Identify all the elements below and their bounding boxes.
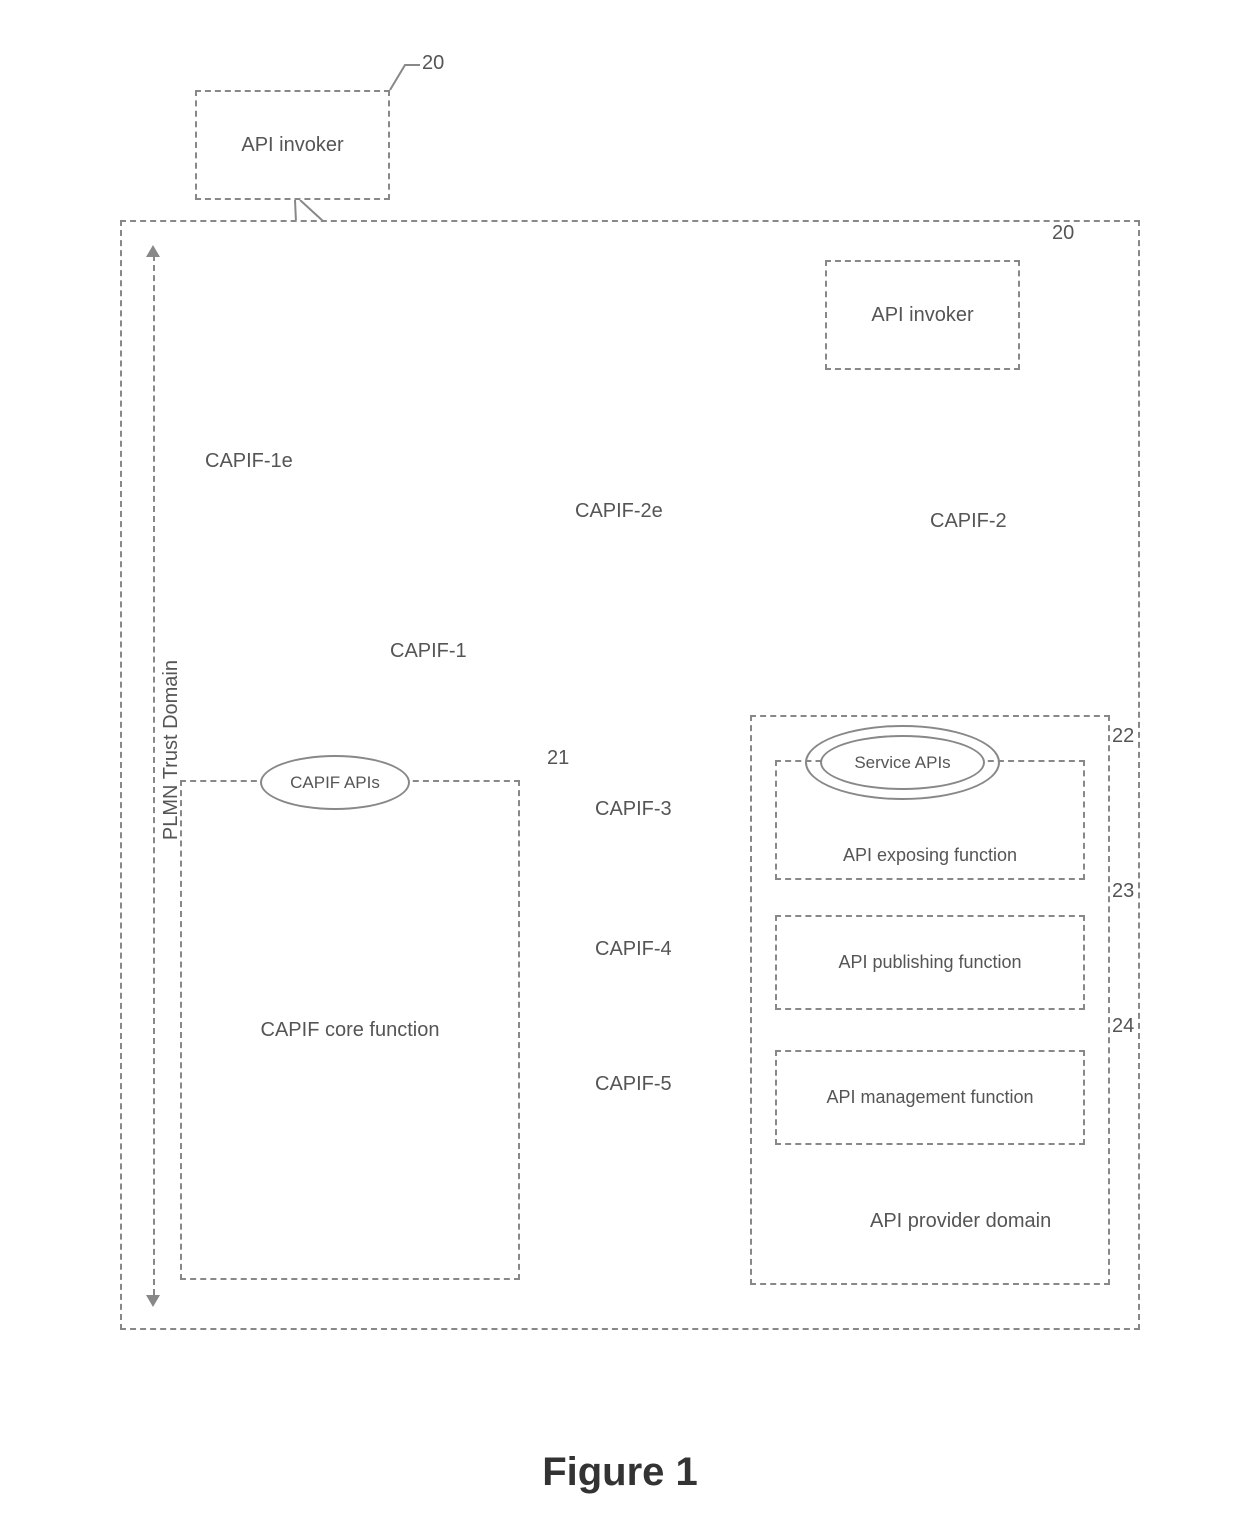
capif-4-label: CAPIF-4 bbox=[595, 938, 672, 961]
figure-caption: Figure 1 bbox=[20, 1450, 1220, 1495]
amf-label: API management function bbox=[826, 1087, 1033, 1108]
capif-apis-ellipse: CAPIF APIs bbox=[260, 755, 410, 810]
ref-21: 21 bbox=[547, 747, 569, 770]
service-apis-label: Service APIs bbox=[854, 753, 950, 773]
capif-2e-label: CAPIF-2e bbox=[575, 500, 663, 523]
api-invoker-external-box: API invoker bbox=[195, 90, 390, 200]
capif-5-label: CAPIF-5 bbox=[595, 1073, 672, 1096]
ref-20-int: 20 bbox=[1052, 222, 1074, 245]
api-provider-domain-label: API provider domain bbox=[870, 1210, 1051, 1233]
capif-apis-label: CAPIF APIs bbox=[290, 773, 380, 793]
diagram-canvas: PLMN Trust Domain API invoker 20 API inv… bbox=[20, 20, 1220, 1420]
api-invoker-internal-box: API invoker bbox=[825, 260, 1020, 370]
arrow-down-icon bbox=[146, 1295, 160, 1307]
capif-core-label: CAPIF core function bbox=[261, 1019, 440, 1042]
capif-2-label: CAPIF-2 bbox=[930, 510, 1007, 533]
amf-box: API management function bbox=[775, 1050, 1085, 1145]
ref-24: 24 bbox=[1112, 1015, 1134, 1038]
ref-22: 22 bbox=[1112, 725, 1134, 748]
aef-label: API exposing function bbox=[843, 845, 1017, 866]
capif-1e-label: CAPIF-1e bbox=[205, 450, 293, 473]
ref-20-ext: 20 bbox=[422, 52, 444, 75]
apf-box: API publishing function bbox=[775, 915, 1085, 1010]
apf-label: API publishing function bbox=[838, 952, 1021, 973]
api-invoker-internal-label: API invoker bbox=[871, 304, 973, 327]
capif-3-label: CAPIF-3 bbox=[595, 798, 672, 821]
capif-core-box: CAPIF core function bbox=[180, 780, 520, 1280]
service-apis-ellipse: Service APIs bbox=[820, 735, 985, 790]
capif-1-label: CAPIF-1 bbox=[390, 640, 467, 663]
domain-extent-line bbox=[153, 255, 155, 1295]
api-invoker-external-label: API invoker bbox=[241, 134, 343, 157]
ref-23: 23 bbox=[1112, 880, 1134, 903]
